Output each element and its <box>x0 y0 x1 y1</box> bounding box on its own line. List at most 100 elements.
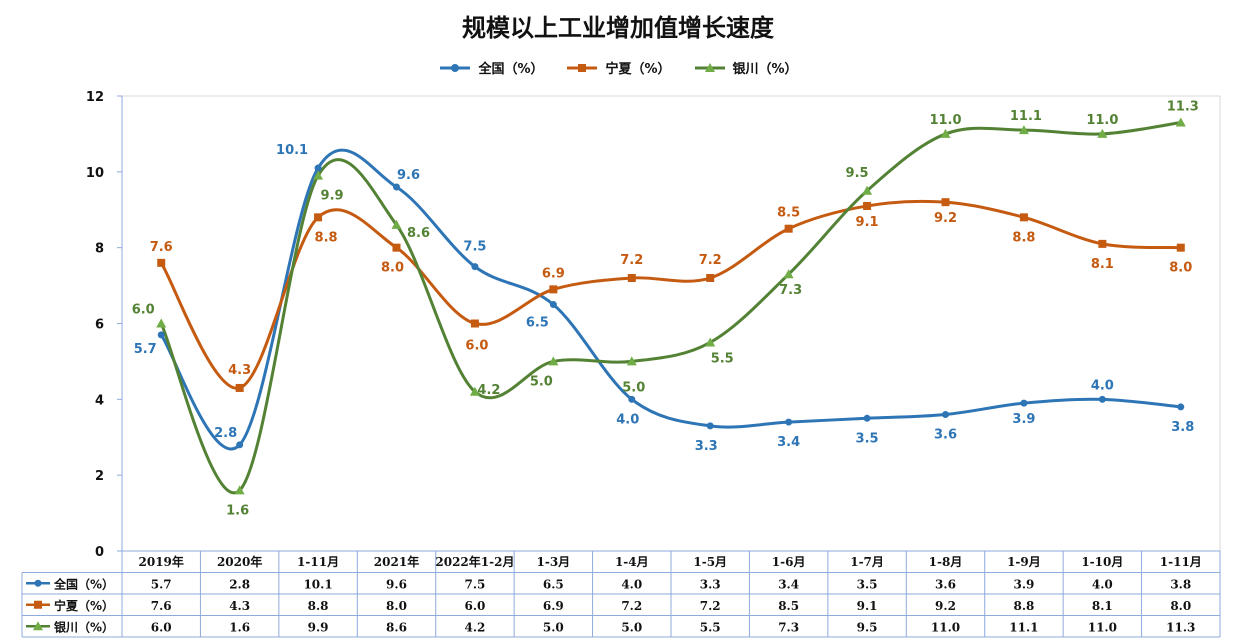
data-point <box>393 183 400 191</box>
data-label: 3.4 <box>777 435 800 450</box>
data-label: 2.8 <box>214 426 237 441</box>
x-tick-label: 2019年 <box>139 554 184 569</box>
table-cell: 6.0 <box>464 599 485 613</box>
y-tick-label: 10 <box>86 166 104 181</box>
data-point <box>706 422 714 430</box>
data-label: 4.0 <box>1091 378 1114 393</box>
table-cell: 2.8 <box>229 577 250 591</box>
plot-area <box>121 95 1221 552</box>
table-legend-marker <box>34 579 42 587</box>
table-cell: 11.0 <box>931 620 960 634</box>
x-tick-label: 2022年1-2月 <box>435 554 514 569</box>
data-point <box>549 301 557 309</box>
x-tick-label: 1-4月 <box>615 555 649 569</box>
data-point <box>157 331 165 339</box>
table-cell: 5.0 <box>621 620 642 634</box>
table-cell: 9.5 <box>857 620 878 634</box>
table-cell: 4.0 <box>1092 577 1113 591</box>
data-label: 11.3 <box>1167 100 1199 115</box>
table-cell: 3.6 <box>935 577 956 591</box>
data-label: 3.8 <box>1171 420 1194 435</box>
table-cell: 7.5 <box>464 577 485 591</box>
table-cell: 8.8 <box>308 599 329 613</box>
data-label: 9.5 <box>846 166 869 181</box>
y-tick-label: 4 <box>95 393 104 408</box>
data-point <box>783 269 794 279</box>
y-tick-label: 6 <box>95 318 104 333</box>
data-point <box>1098 395 1106 403</box>
legend-marker-yinchuan <box>694 62 725 72</box>
table-cell: 8.5 <box>778 599 799 613</box>
x-tick-label: 1-11月 <box>1160 555 1202 569</box>
table-cell: 8.0 <box>386 599 407 613</box>
y-tick-label: 2 <box>95 469 104 484</box>
table-row-header: 宁夏（%） <box>54 598 114 613</box>
data-label: 3.3 <box>695 439 718 454</box>
data-point <box>942 411 949 418</box>
data-point <box>1177 403 1185 411</box>
table-cell: 11.0 <box>1088 620 1117 634</box>
data-label: 3.6 <box>934 428 957 443</box>
legend: 全国（%） 宁夏（%） 银川（%） <box>0 58 1236 77</box>
data-label: 4.2 <box>477 383 500 398</box>
legend-item-yinchuan: 银川（%） <box>693 58 798 77</box>
table-cell: 7.3 <box>778 620 799 634</box>
table-cell: 9.1 <box>857 599 878 613</box>
x-tick-label: 1-9月 <box>1007 555 1041 569</box>
table-cell: 6.5 <box>543 577 564 591</box>
data-label: 3.9 <box>1012 412 1035 427</box>
data-label: 8.1 <box>1091 257 1114 272</box>
data-label: 11.0 <box>1086 113 1118 128</box>
data-label: 6.5 <box>526 316 549 331</box>
data-label: 8.8 <box>1012 230 1035 245</box>
legend-marker-national <box>440 63 471 72</box>
table-cell: 5.7 <box>151 577 172 591</box>
data-point <box>392 243 401 252</box>
data-point <box>784 224 793 233</box>
data-point <box>314 164 322 172</box>
table-legend-marker <box>34 600 42 609</box>
table-cell: 7.6 <box>151 599 172 613</box>
table-cell: 9.6 <box>386 577 407 591</box>
data-point <box>235 383 244 392</box>
table-cell: 6.0 <box>151 620 172 634</box>
data-point <box>627 274 636 282</box>
data-label: 10.1 <box>276 143 308 158</box>
legend-label-national: 全国（%） <box>478 62 544 77</box>
x-tick-label: 1-11月 <box>297 555 339 569</box>
data-point <box>1019 213 1028 222</box>
data-point <box>706 274 715 282</box>
data-point <box>1175 117 1186 127</box>
data-point <box>548 356 559 366</box>
data-point <box>1097 128 1108 138</box>
x-tick-label: 1-3月 <box>537 555 571 569</box>
x-tick-label: 1-6月 <box>772 555 806 569</box>
table-cell: 3.4 <box>778 577 799 591</box>
table-cell: 8.0 <box>1170 599 1191 613</box>
x-tick-label: 1-7月 <box>850 555 884 569</box>
table-cell: 9.9 <box>308 620 329 634</box>
data-label: 7.2 <box>699 253 722 268</box>
legend-label-yinchuan: 银川（%） <box>732 62 798 77</box>
data-label: 4.3 <box>228 363 251 378</box>
x-tick-label: 2020年 <box>217 554 262 569</box>
data-point <box>863 201 872 210</box>
y-tick-label: 0 <box>95 545 104 560</box>
data-point <box>549 285 558 294</box>
y-tick-label: 12 <box>86 90 104 105</box>
table-cell: 4.0 <box>621 577 642 591</box>
table-cell: 9.2 <box>935 599 956 613</box>
data-label: 5.5 <box>711 351 734 366</box>
x-tick-label: 1-10月 <box>1081 555 1123 569</box>
data-point <box>469 386 480 396</box>
data-point <box>940 128 951 138</box>
data-label: 6.9 <box>542 266 565 281</box>
data-label: 1.6 <box>226 503 249 518</box>
data-point <box>1018 125 1029 135</box>
y-tick-label: 8 <box>95 242 104 257</box>
data-point <box>1020 399 1028 407</box>
data-point <box>1176 243 1185 252</box>
data-point <box>236 441 244 449</box>
table-cell: 5.0 <box>543 620 564 634</box>
